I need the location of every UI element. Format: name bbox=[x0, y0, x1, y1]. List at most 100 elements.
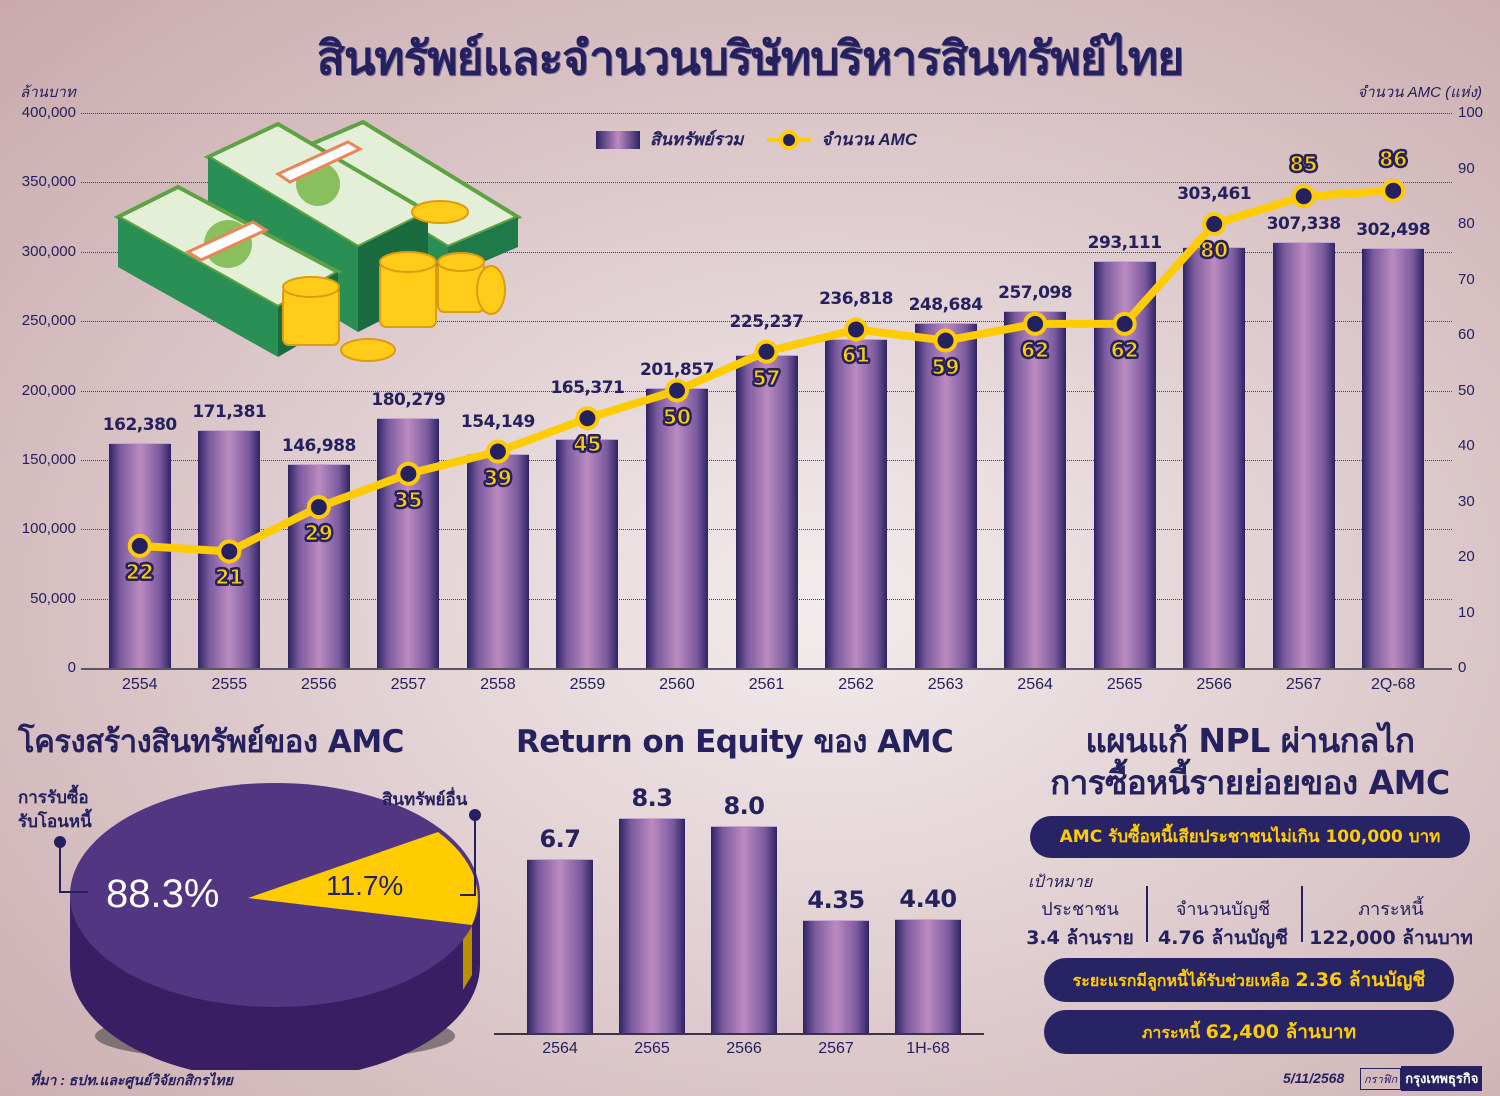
asset-bar bbox=[556, 438, 619, 668]
x-axis-line bbox=[81, 668, 1452, 670]
target-heading: เป้าหมาย bbox=[1028, 874, 1093, 891]
x-axis-tick: 2565 bbox=[1106, 676, 1143, 693]
right-axis-tick: 100 bbox=[1458, 104, 1484, 121]
phase1-debt-prefix: ภาระหนี้ bbox=[1141, 1023, 1201, 1042]
asset-value-label: 180,279 bbox=[371, 389, 446, 410]
asset-value-label: 171,381 bbox=[192, 402, 267, 423]
phase1-debt-pill: ภาระหนี้ 62,400 ล้านบาท bbox=[1044, 1010, 1454, 1054]
publisher-credit: กราฟิก กรุงเทพธุรกิจ bbox=[1360, 1066, 1483, 1091]
gridline bbox=[81, 182, 1452, 184]
x-axis-tick: 2564 bbox=[1017, 676, 1053, 693]
right-axis-tick: 60 bbox=[1458, 326, 1475, 343]
roe-value-label: 6.7 bbox=[539, 825, 581, 854]
amc-data-point bbox=[217, 539, 242, 564]
amc-count-label: 50 bbox=[663, 404, 692, 429]
amc-count-label: 85 bbox=[1289, 152, 1318, 177]
x-axis-tick: 2557 bbox=[390, 676, 427, 693]
right-axis-tick: 70 bbox=[1458, 270, 1475, 288]
asset-bar bbox=[1272, 241, 1335, 668]
roe-x-tick: 2565 bbox=[634, 1040, 670, 1057]
left-axis-tick: 400,000 bbox=[21, 104, 76, 121]
amc-data-point bbox=[127, 533, 152, 558]
asset-value-label: 302,498 bbox=[1356, 220, 1431, 241]
target-accounts-value: 4.76 ล้านบัญชี bbox=[1158, 927, 1288, 949]
source-note: ที่มา : ธปท.และศูนย์วิจัยกสิกรไทย bbox=[30, 1072, 233, 1088]
npl-section-title: แผนแก้ NPL ผ่านกลไก การซื้อหนี้รายย่อยขอ… bbox=[1000, 720, 1500, 804]
amc-data-point bbox=[664, 378, 689, 403]
legend-bar-label: สินทรัพย์รวม bbox=[650, 130, 744, 149]
target-accounts-label: จำนวนบัญชี bbox=[1175, 899, 1271, 920]
roe-value-label: 8.3 bbox=[631, 784, 673, 812]
asset-bar bbox=[825, 339, 888, 668]
pie-section-title: โครงสร้างสินทรัพย์ของ AMC bbox=[18, 724, 404, 760]
credit-brand: กรุงเทพธุรกิจ bbox=[1401, 1066, 1483, 1091]
line-marker-icon bbox=[767, 129, 812, 150]
target-people-label: ประชาชน bbox=[1041, 899, 1119, 920]
phase1-accounts-pill: ระยะแรกมีลูกหนี้ได้รับช่วยเหลือ 2.36 ล้า… bbox=[1044, 958, 1454, 1002]
amc-count-label: 29 bbox=[304, 521, 333, 546]
target-accounts: จำนวนบัญชี 4.76 ล้านบัญชี bbox=[1152, 894, 1294, 953]
amc-count-label: 61 bbox=[842, 343, 871, 368]
left-axis-tick: 200,000 bbox=[21, 381, 76, 399]
target-debt-value: 122,000 ล้านบาท bbox=[1309, 927, 1473, 949]
phase1-accounts-prefix: ระยะแรกมีลูกหนี้ได้รับช่วยเหลือ bbox=[1072, 971, 1290, 990]
amc-data-point bbox=[306, 495, 331, 520]
left-axis-unit: ล้านบาท bbox=[20, 84, 76, 101]
pie-chart bbox=[54, 783, 481, 1070]
asset-value-label: 303,461 bbox=[1177, 184, 1252, 204]
target-people-value: 3.4 ล้านราย bbox=[1026, 927, 1134, 949]
right-axis-tick: 80 bbox=[1458, 215, 1475, 232]
roe-value-label: 4.40 bbox=[899, 885, 957, 914]
roe-x-axis-line bbox=[494, 1033, 984, 1035]
asset-value-label: 307,338 bbox=[1266, 213, 1341, 234]
right-axis-tick: 20 bbox=[1458, 548, 1475, 565]
roe-bar bbox=[619, 818, 685, 1033]
pie-minor-pct: 11.7% bbox=[326, 870, 404, 901]
roe-bar bbox=[711, 825, 777, 1033]
asset-bar bbox=[466, 454, 529, 668]
amc-count-label: 45 bbox=[573, 432, 602, 457]
right-axis-tick: 90 bbox=[1458, 159, 1475, 177]
amc-data-point bbox=[1023, 311, 1048, 336]
x-axis-tick: 2554 bbox=[121, 676, 158, 693]
x-axis-tick: 2561 bbox=[748, 676, 785, 693]
amc-count-label: 86 bbox=[1379, 146, 1408, 171]
pie-callout-right: สินทรัพย์อื่น bbox=[382, 790, 468, 809]
gridline bbox=[81, 251, 1452, 253]
roe-section-title: Return on Equity ของ AMC bbox=[516, 724, 954, 760]
roe-x-tick: 2567 bbox=[818, 1040, 854, 1057]
left-axis-tick: 150,000 bbox=[21, 450, 76, 468]
x-axis-tick: 2562 bbox=[838, 676, 874, 693]
right-axis-unit: จำนวน AMC (แห่ง) bbox=[1357, 84, 1482, 101]
left-axis-tick: 100,000 bbox=[21, 520, 76, 538]
roe-value-label: 8.0 bbox=[723, 791, 765, 820]
npl-title-line2: การซื้อหนี้รายย่อยของ AMC bbox=[1050, 763, 1450, 802]
amc-data-point bbox=[844, 317, 869, 342]
asset-value-label: 248,684 bbox=[908, 294, 983, 315]
roe-bar bbox=[895, 919, 961, 1033]
right-axis-tick: 30 bbox=[1458, 492, 1475, 510]
asset-value-label: 225,237 bbox=[729, 311, 804, 332]
asset-bar bbox=[1183, 246, 1246, 668]
x-axis-tick: 2559 bbox=[569, 676, 606, 693]
asset-value-label: 146,988 bbox=[281, 436, 356, 457]
amc-count-label: 39 bbox=[483, 465, 512, 490]
x-axis-tick: 2Q-68 bbox=[1370, 676, 1416, 693]
legend-line-label: จำนวน AMC bbox=[821, 130, 918, 149]
asset-bar bbox=[735, 355, 798, 668]
asset-value-label: 154,149 bbox=[460, 411, 535, 432]
roe-value-label: 4.35 bbox=[807, 886, 865, 915]
amc-data-point bbox=[933, 328, 958, 353]
amc-count-label: 80 bbox=[1200, 238, 1229, 263]
publish-date: 5/11/2568 bbox=[1283, 1070, 1345, 1086]
right-axis-tick: 0 bbox=[1458, 659, 1467, 676]
gridline bbox=[81, 321, 1452, 323]
amc-data-point bbox=[754, 339, 779, 364]
amc-count-label: 62 bbox=[1021, 337, 1050, 362]
x-axis-tick: 2556 bbox=[301, 676, 337, 693]
asset-value-label: 293,111 bbox=[1087, 233, 1162, 254]
amc-data-point bbox=[1202, 212, 1227, 236]
phase1-accounts-value: 2.36 ล้านบัญชี bbox=[1295, 969, 1426, 991]
amc-count-label: 22 bbox=[125, 559, 154, 584]
target-people: ประชาชน 3.4 ล้านราย bbox=[1020, 894, 1140, 953]
